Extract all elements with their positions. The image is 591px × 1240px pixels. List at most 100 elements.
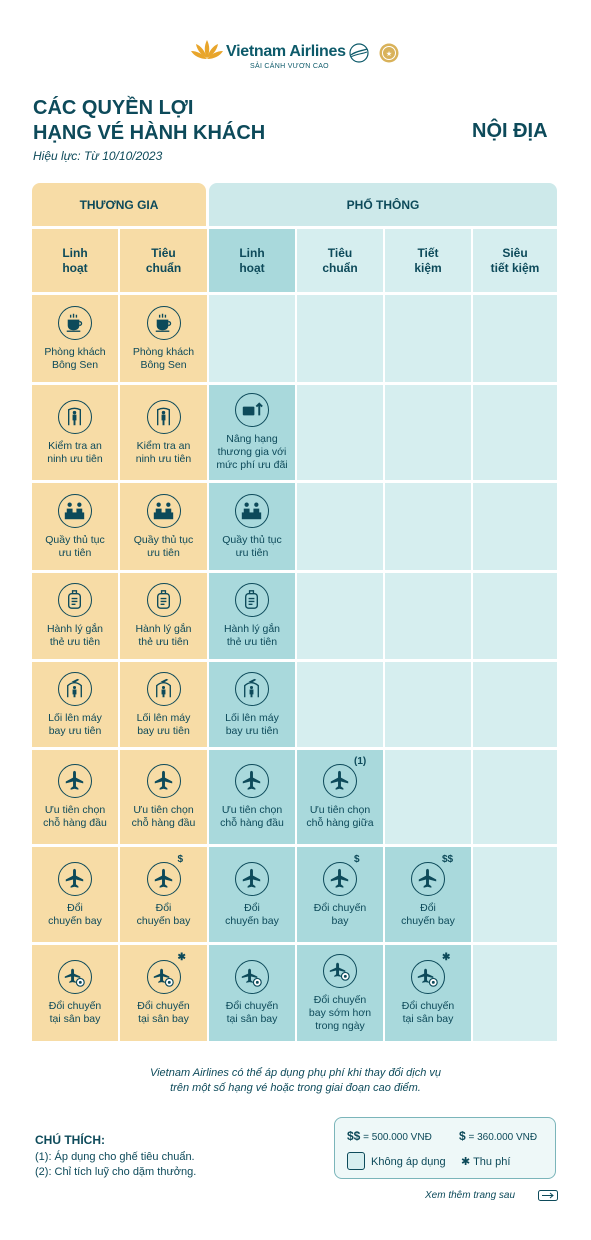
superscript-mark: $$ (442, 854, 454, 865)
vietnam-airlines-logo: Vietnam Airlines SẢI CÁNH VƯƠN CAO ★ (190, 38, 405, 72)
benefit-cell: Ưu tiên chọn chỗ hàng đầu (32, 750, 118, 844)
surcharge-note-line-1: Vietnam Airlines có thể áp dụng phụ phí … (149, 1067, 442, 1079)
fare-name-line-2: hoạt (239, 261, 265, 275)
benefit-cell: Đổi chuyến tại sân bay (209, 945, 295, 1041)
legend-title: CHÚ THÍCH: (35, 1133, 105, 1147)
fare-header-0: Linh hoạt (32, 229, 118, 292)
empty-cell (297, 385, 383, 480)
key-not-applicable: Không áp dụng (371, 1156, 446, 1168)
benefit-text-line-1: Ưu tiên chọn (133, 804, 194, 816)
benefit-text: Ưu tiên chọn chỗ hàng giữa (297, 804, 383, 830)
benefit-text-line-2: tại sân bay (138, 1013, 189, 1025)
benefit-text-line-2: chỗ hàng đầu (43, 817, 107, 829)
airport-change-icon (323, 954, 357, 988)
empty-cell (473, 385, 557, 480)
coffee-cup-icon (58, 306, 92, 340)
benefit-text-line-1: Phòng khách (44, 346, 106, 358)
baggage-tag-icon (58, 583, 92, 617)
key-fee: ✱ Thu phí (461, 1155, 510, 1168)
benefit-text-line-1: Quầy thủ tục (45, 534, 105, 546)
benefit-text: Hành lý gắn thẻ ưu tiên (209, 623, 295, 649)
fare-name-line-2: chuẩn (322, 261, 358, 275)
benefit-text-line-1: Lối lên máy (48, 712, 102, 724)
benefit-cell: Hành lý gắn thẻ ưu tiên (120, 573, 207, 659)
benefit-text-line-2: chuyến bay (48, 915, 102, 927)
key-double-dollar-value: = 500.000 VNĐ (363, 1132, 432, 1143)
change-flight-icon (411, 862, 445, 896)
see-more-link[interactable]: Xem thêm trang sau (425, 1190, 516, 1201)
change-flight-icon (146, 862, 181, 896)
airport-change-icon (58, 960, 92, 994)
benefit-text-line-2: tại sân bay (402, 1013, 454, 1025)
benefit-cell: Lối lên máy bay ưu tiên (120, 662, 207, 747)
benefit-text-line-2: ưu tiên (147, 547, 180, 559)
benefit-text-line-1: Lối lên máy (225, 712, 279, 724)
benefit-text-line-1: Hành lý gắn (46, 623, 104, 635)
benefit-cell: Hành lý gắn thẻ ưu tiên (32, 573, 118, 659)
boarding-gate-icon (235, 672, 269, 706)
lotus-logo-icon (191, 40, 223, 59)
benefit-text-line-2: thẻ ưu tiên (226, 636, 278, 648)
empty-cell (473, 847, 557, 942)
benefit-cell: Ưu tiên chọn chỗ hàng giữa (1) (297, 750, 383, 844)
benefit-text-line-1: Nâng hạng (226, 433, 278, 445)
superscript-mark: ✱ (177, 952, 186, 963)
validity-date: Hiệu lực: Từ 10/10/2023 (33, 149, 163, 163)
benefit-text-line-2: bay (331, 915, 349, 927)
fare-name-line-1: Tiêu (151, 246, 176, 260)
fare-header-5: Siêu tiết kiệm (473, 229, 557, 292)
fare-header-1: Tiêu chuẩn (120, 229, 207, 292)
empty-cell (473, 750, 557, 844)
airport-change-icon (235, 960, 269, 994)
empty-cell (473, 573, 557, 659)
benefit-text-line-2: tại sân bay (226, 1013, 278, 1025)
plane-seat-icon (58, 764, 92, 798)
benefit-cell: Đổi chuyến tại sân bay (32, 945, 118, 1041)
boarding-gate-icon (146, 672, 181, 706)
benefit-cell: Quầy thủ tục ưu tiên (32, 483, 118, 570)
fare-name-line-2: chuẩn (145, 261, 182, 275)
benefit-text-line-1: Đổi (155, 902, 172, 914)
surcharge-note: Vietnam Airlines có thể áp dụng phụ phí … (0, 1066, 591, 1096)
benefit-text-line-1: Hành lý gắn (223, 623, 281, 635)
empty-cell (297, 573, 383, 659)
check-in-counter-icon (58, 494, 92, 528)
arrow-right-icon[interactable] (538, 1190, 558, 1201)
fare-name-line-1: Tiết (417, 246, 439, 260)
benefit-cell: Kiểm tra an ninh ưu tiên (120, 385, 207, 480)
fare-name: Linh hoạt (209, 246, 295, 276)
check-in-counter-icon (146, 494, 181, 528)
coffee-cup-icon (146, 306, 181, 340)
key-single-dollar-symbol: $ (459, 1129, 466, 1143)
benefit-text: Đổi chuyến bay (120, 902, 207, 928)
benefit-text-line-2: chuyến bay (225, 915, 279, 927)
fare-name-line-1: Siêu (502, 246, 528, 260)
price-key-box: $$ = 500.000 VNĐ $ = 360.000 VNĐ Không á… (334, 1117, 556, 1179)
benefit-text-line-2: bay sớm hơn (308, 1007, 372, 1019)
fare-name: Tiêu chuẩn (297, 246, 383, 276)
fare-name-line-1: Tiêu (327, 246, 353, 260)
benefit-text-line-1: Đổi chuyến (313, 902, 367, 914)
change-flight-icon (323, 862, 357, 896)
brand-name: Vietnam Airlines (226, 43, 346, 60)
benefit-text: Hành lý gắn thẻ ưu tiên (32, 623, 118, 649)
benefit-text: Đổi chuyến bay (385, 902, 471, 928)
benefit-text-line-1: Đổi (67, 902, 83, 914)
benefit-text: Phòng khách Bông Sen (120, 346, 207, 372)
benefit-text: Đổi chuyến bay (32, 902, 118, 928)
security-gate-icon (58, 400, 92, 434)
change-flight-icon (58, 862, 92, 896)
benefit-text-line-1: Đổi chuyến (48, 1000, 102, 1012)
superscript-mark: (1) (354, 756, 367, 767)
benefit-cell: Phòng khách Bông Sen (32, 295, 118, 382)
empty-cell (473, 483, 557, 570)
skyteam-icon (349, 43, 369, 63)
benefit-text-line-1: Đổi chuyến (313, 994, 367, 1006)
key-double-dollar: $$ = 500.000 VNĐ (347, 1129, 432, 1143)
empty-cell (385, 295, 471, 382)
fare-name-line-1: Linh (62, 246, 88, 260)
benefit-text-line-1: Đổi chuyến (401, 1000, 455, 1012)
benefit-text-line-1: Ưu tiên chọn (44, 804, 106, 816)
benefit-text: Quầy thủ tục ưu tiên (209, 534, 295, 560)
